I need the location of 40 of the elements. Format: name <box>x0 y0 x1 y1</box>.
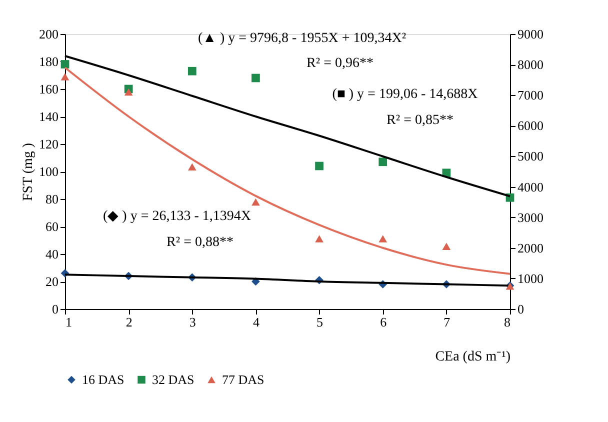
y-tick-label: 140 <box>39 109 58 124</box>
y-tick-label: 100 <box>39 164 58 179</box>
y-tick-label: 0 <box>52 302 58 316</box>
x-tick-label: 8 <box>504 314 510 330</box>
legend-label: 16 DAS <box>82 372 124 387</box>
x-tick-label: 2 <box>126 314 132 330</box>
y-tick-label: 120 <box>39 136 58 152</box>
y2-tick-label: 5000 <box>518 148 544 164</box>
x-tick-label: 7 <box>444 314 451 330</box>
annotation: (▲ ) y = 9796,8 - 1955X + 109,34X² <box>198 31 406 46</box>
y2-tick-label: 6000 <box>518 118 544 134</box>
y-tick-label: 40 <box>46 246 58 262</box>
y-tick-label: 200 <box>39 26 58 42</box>
x-tick-label: 3 <box>189 314 196 330</box>
y2-tick-label: 2000 <box>518 240 544 256</box>
y2-tick-label: 8000 <box>518 57 544 72</box>
x-tick-label: 5 <box>316 314 324 330</box>
annotation: (■ ) y = 199,06 - 14,688X <box>332 87 478 102</box>
y-axis-title: FST (mg ) <box>21 142 36 202</box>
annotation: R² = 0,85** <box>386 113 454 128</box>
y-tick-label: 180 <box>39 54 58 69</box>
y2-tick-label: 0 <box>518 302 524 316</box>
x-tick-label: 1 <box>66 314 72 330</box>
x-axis-title: CEa (dS m⁻¹) <box>435 350 511 364</box>
y-tick-label: 20 <box>46 274 58 289</box>
y2-tick-label: 7000 <box>518 88 544 103</box>
y2-tick-label: 1000 <box>518 270 544 286</box>
legend-label: 32 DAS <box>152 372 194 387</box>
y2-tick-label: 3000 <box>518 210 544 225</box>
legend-label: 77 DAS <box>222 372 264 387</box>
y-tick-label: 160 <box>39 82 58 96</box>
y2-tick-label: 4000 <box>518 179 544 194</box>
x-tick-label: 6 <box>380 314 388 330</box>
y2-tick-label: 9000 <box>518 26 544 42</box>
annotation: R² = 0,96** <box>306 56 374 71</box>
y-tick-label: 60 <box>46 219 58 234</box>
annotation: R² = 0,88** <box>166 235 234 250</box>
y-tick-label: 80 <box>46 192 58 206</box>
annotation: (◆ ) y = 26,133 - 1,1394X <box>103 209 251 224</box>
x-tick-label: 4 <box>252 314 260 330</box>
